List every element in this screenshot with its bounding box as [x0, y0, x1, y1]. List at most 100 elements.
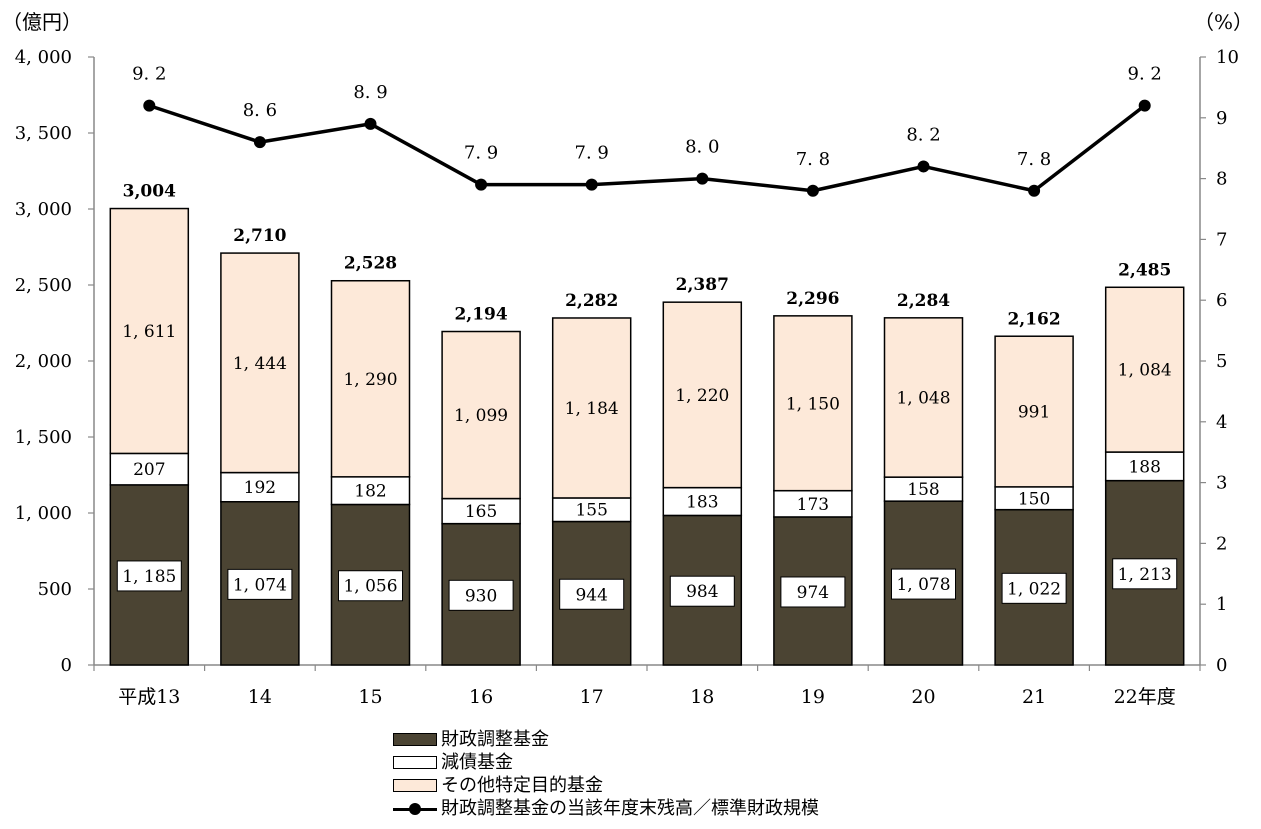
data-label-fiscal-adjustment-fund: 930: [465, 586, 497, 606]
ratio-label: 7. 9: [464, 143, 498, 164]
data-label-debt-reduction-fund: 192: [244, 478, 276, 498]
y-tick-label: 500: [38, 579, 72, 600]
chart-legend: 財政調整基金 減債基金 その他特定目的基金 財政調整基金の当該年度末残高／標準財…: [393, 728, 819, 820]
ratio-label: 7. 8: [1017, 149, 1051, 170]
data-label-total: 2,162: [1007, 309, 1060, 329]
ratio-label: 8. 9: [353, 82, 387, 103]
legend-item-other-specific-funds: その他特定目的基金: [393, 774, 819, 797]
y-axis-unit-left: （億円）: [2, 10, 82, 34]
ratio-point: [143, 99, 156, 112]
ratio-label: 8. 0: [685, 137, 719, 158]
data-label-debt-reduction-fund: 207: [133, 460, 165, 480]
data-label-fiscal-adjustment-fund: 974: [797, 583, 829, 603]
legend-swatch-other-specific-funds: [393, 779, 437, 792]
legend-item-ratio-line: 財政調整基金の当該年度末残高／標準財政規模: [393, 797, 819, 820]
data-label-debt-reduction-fund: 182: [354, 482, 386, 502]
y-axis-unit-right: （%）: [1193, 10, 1253, 34]
data-label-total: 2,528: [344, 254, 397, 274]
x-tick-label: 20: [911, 686, 935, 708]
ratio-label: 9. 2: [1128, 64, 1162, 85]
data-label-total: 2,710: [233, 226, 286, 246]
data-label-total: 2,485: [1118, 260, 1171, 280]
ratio-label: 9. 2: [132, 64, 166, 85]
ratio-point: [917, 160, 930, 173]
bar-other-specific-funds: [551, 317, 632, 499]
y2-tick-label: 6: [1216, 290, 1227, 311]
bar-debt-reduction-fund: [662, 486, 743, 517]
y2-tick-label: 7: [1216, 229, 1227, 250]
x-tick-label: 平成13: [118, 686, 180, 708]
ratio-point: [806, 184, 819, 197]
data-label-box: [559, 578, 625, 610]
data-label-other-specific-funds: 1, 084: [1118, 361, 1172, 381]
ratio-point: [364, 117, 377, 130]
bar-other-specific-funds: [773, 315, 853, 492]
data-label-total: 2,296: [786, 289, 839, 309]
data-label-fiscal-adjustment-fund: 1, 185: [122, 567, 176, 587]
data-label-fiscal-adjustment-fund: 944: [575, 585, 607, 605]
y-tick-label: 2, 500: [15, 275, 72, 296]
data-label-other-specific-funds: 1, 048: [896, 388, 950, 408]
y-tick-label: 1, 000: [15, 503, 72, 524]
data-label-other-specific-funds: 1, 099: [454, 406, 508, 426]
data-label-debt-reduction-fund: 188: [1128, 457, 1160, 477]
y2-tick-label: 4: [1216, 412, 1227, 433]
x-tick-label: 15: [358, 686, 382, 708]
data-label-box: [1001, 572, 1067, 604]
data-label-total: 2,282: [565, 291, 618, 311]
data-label-box: [891, 568, 956, 600]
data-label-fiscal-adjustment-fund: 1, 056: [343, 577, 397, 597]
legend-label: 減債基金: [441, 752, 513, 773]
data-label-debt-reduction-fund: 165: [465, 502, 497, 522]
legend-swatch-ratio-line: [393, 802, 437, 816]
ratio-point: [696, 172, 709, 185]
stacked-bar-line-chart: 0 500 1, 000 1, 500 2, 000 2, 500 3, 000 3, 500…: [15, 47, 1239, 708]
y2-tick-label: 2: [1216, 533, 1227, 554]
y2-tick-label: 8: [1216, 169, 1227, 190]
y2-tick-label: 3: [1216, 473, 1227, 494]
y-tick-label: 1, 500: [15, 427, 72, 448]
ratio-label: 7. 8: [796, 149, 830, 170]
data-label-debt-reduction-fund: 150: [1018, 489, 1050, 509]
ratio-point: [1028, 184, 1041, 197]
bar-debt-reduction-fund: [441, 497, 521, 525]
ratio-point: [585, 178, 598, 191]
legend-item-debt-reduction-fund: 減債基金: [393, 751, 819, 774]
y2-tick-label: 1: [1216, 594, 1227, 615]
data-label-debt-reduction-fund: 155: [575, 501, 607, 521]
y-tick-label: 3, 000: [15, 199, 72, 220]
bar-other-specific-funds: [883, 317, 964, 478]
data-label-box: [448, 579, 514, 611]
data-label-debt-reduction-fund: 173: [797, 495, 829, 515]
data-label-fiscal-adjustment-fund: 984: [686, 582, 718, 602]
legend-swatch-fiscal-adjustment-fund: [393, 733, 437, 746]
y-tick-label: 3, 500: [15, 123, 72, 144]
data-label-debt-reduction-fund: 158: [907, 480, 939, 500]
data-label-total: 2,194: [454, 305, 507, 325]
data-label-other-specific-funds: 1, 184: [565, 399, 619, 419]
bar-other-specific-funds: [441, 330, 521, 500]
data-label-total: 3,004: [123, 181, 176, 201]
data-label-total: 2,387: [676, 275, 729, 295]
data-label-box: [116, 560, 182, 592]
bar-debt-reduction-fund: [773, 489, 853, 518]
ratio-point: [475, 178, 488, 191]
x-tick-label: 21: [1022, 686, 1046, 708]
data-label-fiscal-adjustment-fund: 1, 213: [1118, 565, 1172, 585]
x-tick-label: 16: [469, 686, 493, 708]
bar-debt-reduction-fund: [1104, 451, 1185, 482]
ratio-label: 7. 9: [575, 143, 609, 164]
legend-label: 財政調整基金: [441, 729, 549, 750]
data-label-box: [338, 570, 403, 602]
ratio-label: 8. 6: [243, 100, 277, 121]
bar-other-specific-funds: [220, 252, 300, 474]
bar-other-specific-funds: [662, 301, 743, 489]
data-label-total: 2,284: [897, 291, 950, 311]
x-tick-label: 18: [690, 686, 714, 708]
data-label-fiscal-adjustment-fund: 1, 022: [1007, 579, 1061, 599]
data-label-other-specific-funds: 1, 611: [122, 322, 176, 342]
ratio-point: [1138, 99, 1151, 112]
bar-other-specific-funds: [1104, 286, 1185, 453]
bar-other-specific-funds: [994, 335, 1074, 488]
data-label-other-specific-funds: 1, 150: [786, 394, 840, 414]
